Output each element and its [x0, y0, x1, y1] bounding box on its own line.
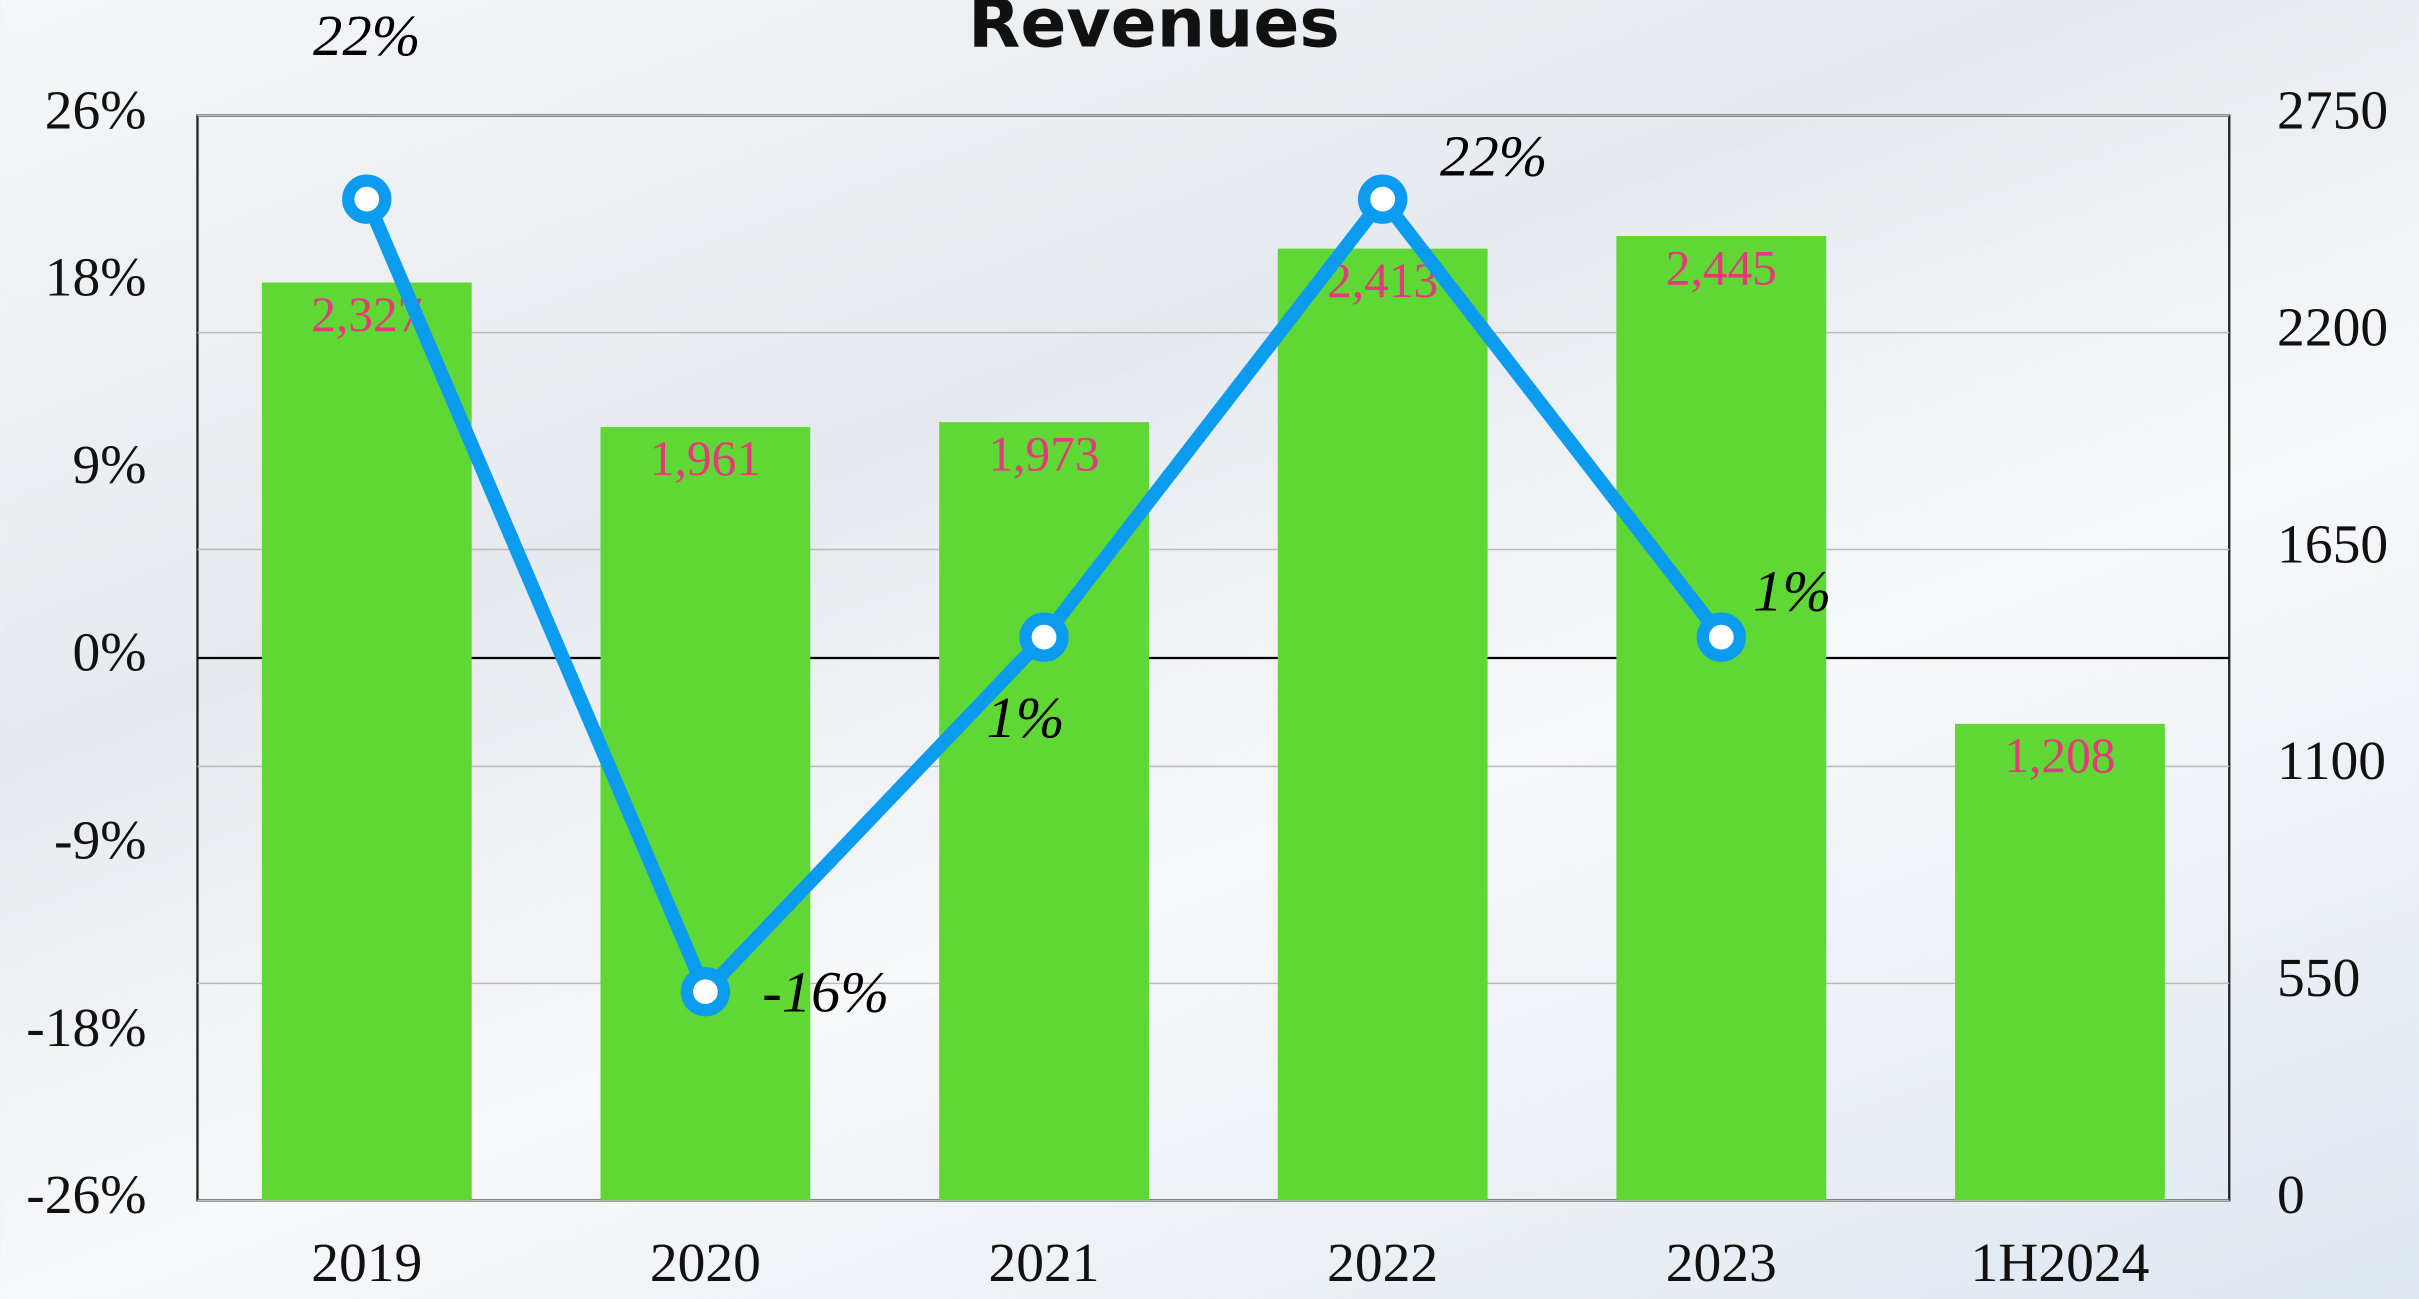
- line-value-label: 1%: [1753, 558, 1831, 623]
- line-value-label: 22%: [313, 3, 420, 68]
- line-marker: [1696, 612, 1746, 662]
- bar-value-label: 1,208: [2004, 728, 2115, 783]
- x-tick-label: 2021: [989, 1233, 1100, 1294]
- x-tick-label: 2020: [650, 1233, 761, 1294]
- bar-value-label: 1,961: [650, 431, 761, 486]
- y-tick-label: -26%: [26, 1165, 146, 1226]
- line-value-label: -16%: [762, 959, 889, 1024]
- line-marker: [342, 174, 392, 224]
- bar-value-label: 1,973: [989, 427, 1100, 482]
- y2-tick-label: 2750: [2277, 80, 2388, 141]
- y-tick-label: 26%: [45, 80, 147, 141]
- line-marker: [1019, 612, 1069, 662]
- bar: [261, 282, 472, 1201]
- line-value-label: 22%: [1440, 124, 1547, 189]
- bar: [1955, 723, 2165, 1201]
- bar: [1616, 236, 1827, 1201]
- y-tick-label: -9%: [54, 810, 146, 871]
- y2-tick-label: 0: [2277, 1165, 2305, 1226]
- y-tick-label: 0%: [73, 623, 147, 684]
- x-tick-label: 1H2024: [1970, 1233, 2149, 1294]
- bar-value-label: 2,413: [1327, 253, 1438, 308]
- bar-value-label: 2,445: [1666, 240, 1777, 295]
- bar: [1277, 248, 1488, 1201]
- x-tick-label: 2023: [1666, 1233, 1777, 1294]
- x-tick-label: 2019: [311, 1233, 422, 1294]
- y-tick-label: 18%: [45, 247, 147, 308]
- line-value-label: 1%: [986, 685, 1064, 750]
- y-tick-label: 9%: [73, 435, 147, 496]
- x-tick-label: 2022: [1327, 1233, 1438, 1294]
- y2-tick-label: 1100: [2277, 731, 2386, 792]
- y-tick-label: -18%: [26, 998, 146, 1059]
- y2-tick-label: 1650: [2277, 514, 2388, 575]
- line-marker: [1357, 174, 1408, 224]
- chart-title: Revenues: [968, 0, 1340, 63]
- y2-tick-label: 2200: [2277, 297, 2388, 358]
- line-marker: [680, 967, 731, 1017]
- y2-tick-label: 550: [2277, 948, 2360, 1009]
